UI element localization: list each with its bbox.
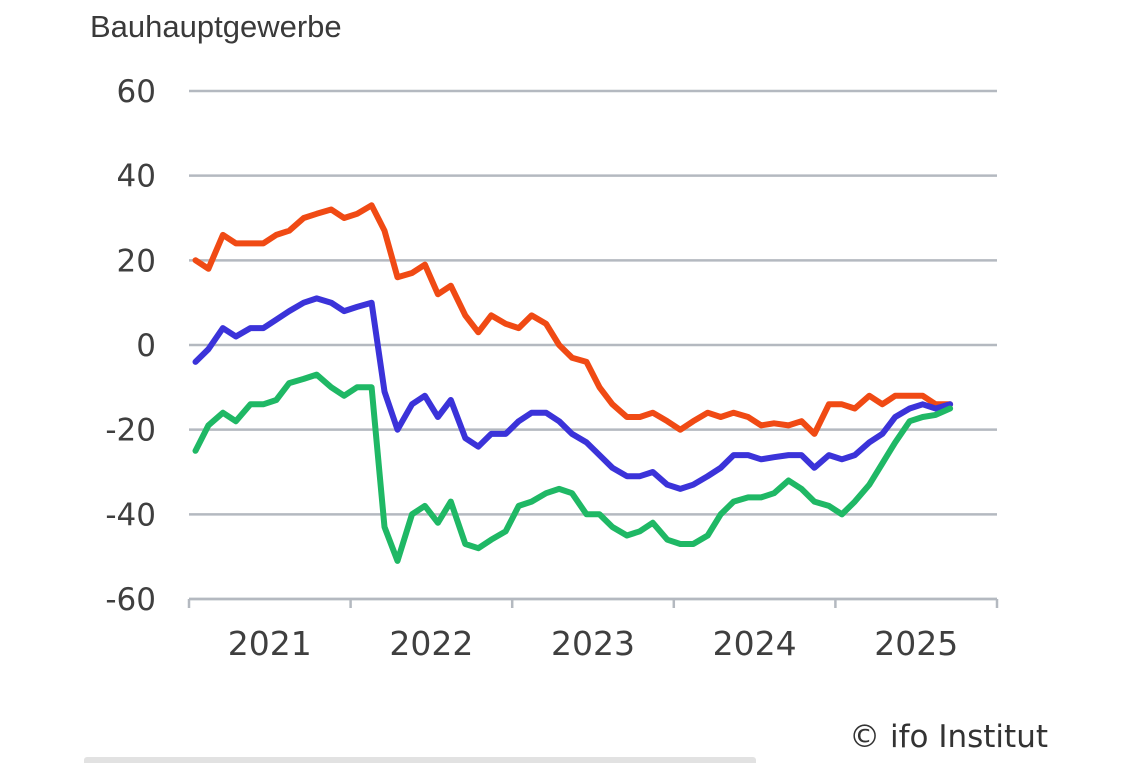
chart-title: Bauhauptgewerbe (90, 9, 342, 44)
y-tick-label: -20 (105, 413, 156, 449)
y-tick-label: 0 (136, 328, 156, 364)
series-lines (192, 202, 954, 564)
series-line-3 (192, 371, 954, 564)
y-tick-label: -40 (105, 497, 156, 533)
x-tick-label: 2024 (713, 624, 797, 663)
horizontal-scrollbar[interactable] (84, 757, 756, 763)
y-tick-label: 20 (117, 243, 156, 279)
series-line-1 (192, 202, 954, 437)
y-axis-ticks: 60 40 20 0 -20 -40 -60 (105, 74, 156, 618)
y-tick-label: 40 (117, 159, 156, 195)
x-axis: 2021 2022 2023 2024 2025 (187, 597, 999, 663)
copyright-credit: © ifo Institut (849, 719, 1048, 755)
series-line-2 (192, 295, 954, 492)
x-tick-label: 2023 (551, 624, 635, 663)
grid-lines (189, 89, 997, 601)
y-tick-label: -60 (105, 582, 156, 618)
x-tick-label: 2022 (389, 624, 473, 663)
y-tick-label: 60 (117, 74, 156, 110)
x-tick-label: 2021 (228, 624, 312, 663)
x-tick-label: 2025 (874, 624, 958, 663)
